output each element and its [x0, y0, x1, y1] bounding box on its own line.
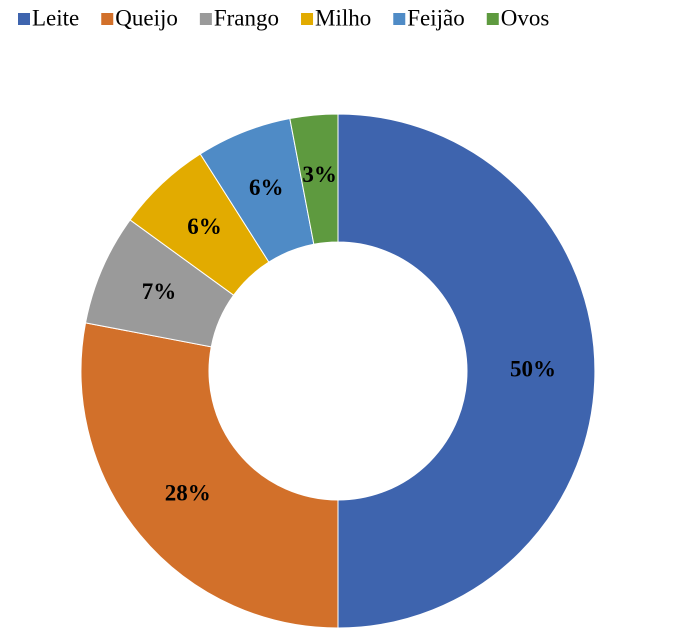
legend-label: Milho	[315, 5, 371, 30]
legend-swatch	[199, 13, 212, 25]
legend-swatch	[18, 13, 30, 25]
legend-swatch	[101, 13, 114, 25]
data-label: 28%	[165, 481, 211, 506]
data-label: 3%	[302, 162, 337, 187]
data-label: 6%	[187, 214, 222, 239]
donut-slice	[337, 113, 596, 629]
donut-slice	[80, 322, 339, 629]
legend-swatch	[393, 13, 406, 25]
data-label: 6%	[249, 175, 284, 200]
donut-slice	[289, 113, 339, 245]
legend-label: Feijão	[407, 5, 465, 30]
legend-label: Frango	[214, 5, 279, 30]
legend-label: Leite	[32, 5, 79, 30]
legend-label: Queijo	[115, 5, 178, 30]
legend-swatch	[486, 13, 499, 25]
data-label: 50%	[510, 356, 556, 381]
legend-swatch	[301, 13, 314, 25]
data-label: 7%	[142, 279, 177, 304]
legend-label: Ovos	[501, 5, 550, 30]
